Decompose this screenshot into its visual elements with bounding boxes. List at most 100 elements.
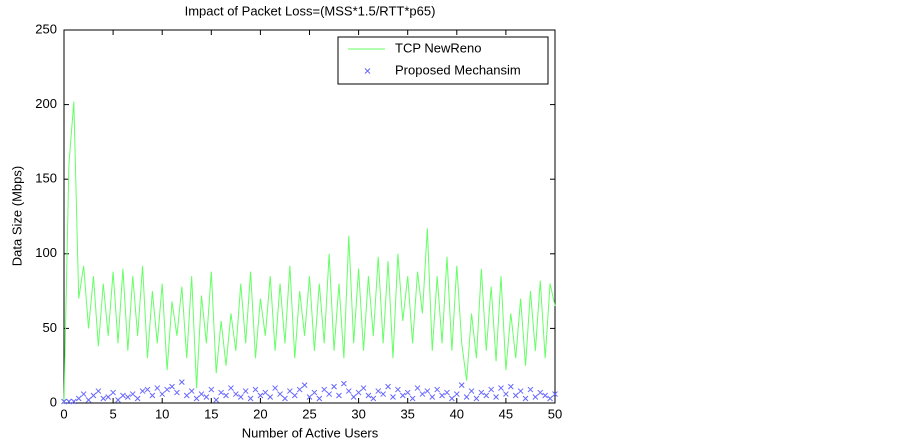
x-axis-label: Number of Active Users	[242, 425, 379, 440]
x-tick-label: 20	[253, 406, 267, 421]
point-marker	[129, 391, 136, 397]
point-marker	[311, 389, 318, 396]
point-marker	[178, 379, 185, 385]
point-marker	[341, 380, 347, 387]
point-marker	[277, 391, 283, 397]
point-marker	[542, 392, 549, 399]
point-marker	[66, 398, 72, 405]
point-marker	[228, 385, 234, 391]
x-tick-label: 30	[351, 406, 365, 421]
point-marker	[223, 392, 229, 399]
point-marker	[527, 386, 534, 393]
y-tick-label: 150	[35, 171, 57, 186]
point-marker	[203, 394, 210, 400]
point-marker	[414, 385, 421, 391]
legend-swatch	[364, 68, 371, 74]
point-marker	[296, 386, 303, 393]
point-marker	[257, 392, 264, 399]
point-marker	[404, 389, 411, 396]
point-marker	[218, 389, 224, 396]
point-marker	[188, 388, 195, 394]
point-marker	[424, 388, 431, 394]
point-marker	[336, 392, 342, 399]
point-marker	[503, 391, 509, 397]
point-marker	[306, 394, 313, 400]
y-tick-label: 0	[50, 394, 57, 409]
point-marker	[395, 386, 401, 393]
point-marker	[449, 395, 455, 402]
point-marker	[61, 398, 67, 405]
point-marker	[345, 388, 352, 394]
point-marker	[463, 394, 470, 400]
point-marker	[512, 392, 519, 399]
chart-title: Impact of Packet Loss=(MSS*1.5/RTT*p65)	[185, 3, 436, 18]
point-marker	[434, 386, 441, 393]
point-marker	[208, 386, 215, 393]
point-marker	[429, 394, 436, 400]
x-tick-label: 0	[60, 406, 67, 421]
point-marker	[498, 385, 504, 391]
point-marker	[282, 395, 288, 402]
point-marker	[232, 391, 239, 397]
legend-label: TCP NewReno	[395, 40, 481, 55]
point-marker	[272, 385, 278, 391]
point-marker	[532, 394, 539, 400]
point-marker	[154, 385, 161, 391]
point-marker	[287, 388, 293, 394]
point-marker	[493, 394, 499, 400]
point-marker	[399, 392, 406, 399]
point-marker	[134, 395, 141, 402]
point-marker	[95, 388, 102, 394]
x-tick-label: 35	[400, 406, 414, 421]
y-tick-label: 100	[35, 245, 57, 260]
point-marker	[453, 391, 460, 397]
point-marker	[478, 389, 485, 396]
point-marker	[321, 386, 328, 393]
point-marker	[409, 395, 416, 402]
x-tick-label: 15	[204, 406, 218, 421]
point-marker	[242, 388, 249, 394]
point-marker	[350, 394, 357, 400]
y-axis-label: Data Size (Mbps)	[9, 166, 24, 266]
point-marker	[488, 386, 495, 393]
point-marker	[517, 388, 524, 394]
point-marker	[247, 395, 254, 402]
point-marker	[419, 391, 426, 397]
series-line	[63, 101, 556, 404]
point-marker	[80, 391, 87, 397]
x-tick-label: 25	[302, 406, 316, 421]
point-marker	[301, 382, 308, 388]
point-marker	[458, 382, 465, 388]
point-marker	[316, 395, 323, 402]
point-marker	[174, 389, 180, 396]
legend-label: Proposed Mechansim	[395, 62, 521, 77]
y-tick-label: 250	[35, 21, 57, 36]
x-tick-label: 40	[450, 406, 464, 421]
point-marker	[267, 394, 274, 400]
point-marker	[237, 394, 244, 400]
point-marker	[390, 394, 396, 400]
point-marker	[164, 386, 170, 393]
point-marker	[370, 395, 377, 402]
point-marker	[120, 392, 126, 399]
x-tick-label: 45	[499, 406, 513, 421]
x-tick-label: 10	[155, 406, 169, 421]
point-marker	[144, 386, 151, 393]
point-marker	[483, 392, 490, 399]
point-marker	[213, 397, 220, 403]
point-marker	[183, 392, 190, 399]
point-marker	[90, 392, 97, 399]
point-marker	[198, 391, 205, 397]
x-tick-label: 5	[109, 406, 116, 421]
point-marker	[380, 391, 387, 397]
point-marker	[291, 392, 298, 399]
point-marker	[252, 386, 259, 393]
point-marker	[159, 391, 166, 397]
point-marker	[385, 383, 391, 390]
point-marker	[262, 389, 269, 396]
point-marker	[115, 397, 121, 403]
point-marker	[507, 383, 514, 390]
point-marker	[439, 392, 445, 399]
legend-box	[337, 36, 549, 85]
point-marker	[326, 391, 332, 397]
